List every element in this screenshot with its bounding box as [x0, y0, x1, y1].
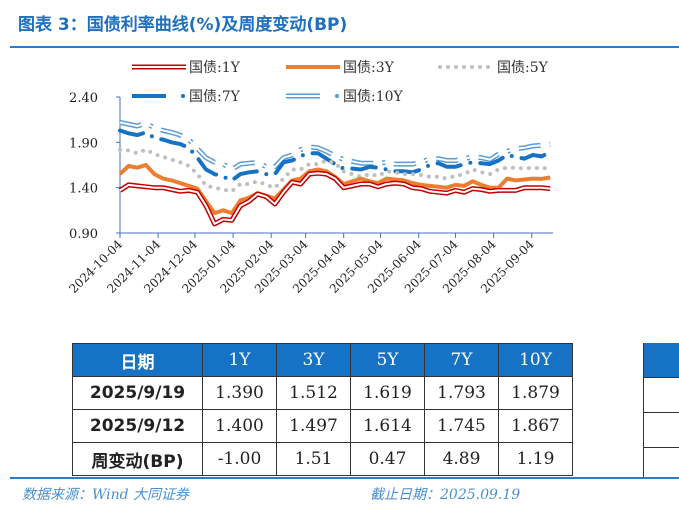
legend-label: 国债:7Y: [189, 89, 241, 105]
y-tick-label: 0.90: [69, 227, 98, 242]
cell: 1.614: [350, 409, 425, 443]
y-tick-label: 2.40: [69, 91, 98, 106]
cell: 1.879: [498, 376, 573, 410]
series-line-7y: [118, 128, 553, 183]
cell: 周变动(BP): [72, 442, 203, 476]
cell: 2025/9/12: [72, 409, 203, 443]
yield-table: 日期 1Y 3Y 5Y 7Y 10Y 2025/9/19 1.390 1.512…: [72, 343, 573, 476]
cell: 1.512: [276, 376, 351, 410]
source-note: 数据来源：Wind 大同证券: [22, 487, 190, 503]
header-3y: 3Y: [276, 343, 351, 377]
table-row: 周变动(BP) -1.00 1.51 0.47 4.89 1.19: [72, 442, 573, 476]
legend-swatch-dot: [181, 94, 185, 98]
cell: 4.89: [424, 442, 499, 476]
footer-divider: [10, 477, 679, 479]
cell: -1.00: [202, 442, 277, 476]
cell: 2025/9/19: [72, 376, 203, 410]
legend-swatch-dot: [335, 94, 339, 98]
cell: 1.497: [276, 409, 351, 443]
cell: 1.51: [276, 442, 351, 476]
series-line-1y-inner: [119, 172, 551, 225]
y-tick-label: 1.40: [69, 182, 98, 197]
y-tick-label: 1.90: [69, 136, 98, 151]
cell: 1.400: [202, 409, 277, 443]
legend-label: 国债:1Y: [189, 60, 241, 76]
cell: 1.745: [424, 409, 499, 443]
header-7y: 7Y: [424, 343, 499, 377]
adjacent-panel-fragment: [643, 343, 679, 477]
table-row: 2025/9/12 1.400 1.497 1.614 1.745 1.867: [72, 409, 573, 443]
cell: 0.47: [350, 442, 425, 476]
cell: 1.793: [424, 376, 499, 410]
header-10y: 10Y: [498, 343, 573, 377]
title-divider: [10, 46, 679, 48]
cell: 1.867: [498, 409, 573, 443]
cell: 1.19: [498, 442, 573, 476]
cutoff-date: 截止日期：2025.09.19: [370, 487, 521, 503]
header-date: 日期: [72, 343, 203, 377]
yield-curve-chart: 0.901.401.902.402024-10-042024-11-042024…: [66, 60, 553, 296]
header-1y: 1Y: [202, 343, 277, 377]
cell: 1.619: [350, 376, 425, 410]
legend-label: 国债:5Y: [497, 60, 549, 76]
table-row: 2025/9/19 1.390 1.512 1.619 1.793 1.879: [72, 376, 573, 410]
legend-label: 国债:3Y: [343, 60, 395, 76]
cell: 1.390: [202, 376, 277, 410]
table-header-row: 日期 1Y 3Y 5Y 7Y 10Y: [72, 343, 573, 377]
legend-label: 国债:10Y: [343, 89, 404, 105]
figure-title: 图表 3：国债利率曲线(%)及周度变动(BP): [18, 15, 348, 35]
series-line-1y: [118, 170, 551, 227]
header-5y: 5Y: [350, 343, 425, 377]
